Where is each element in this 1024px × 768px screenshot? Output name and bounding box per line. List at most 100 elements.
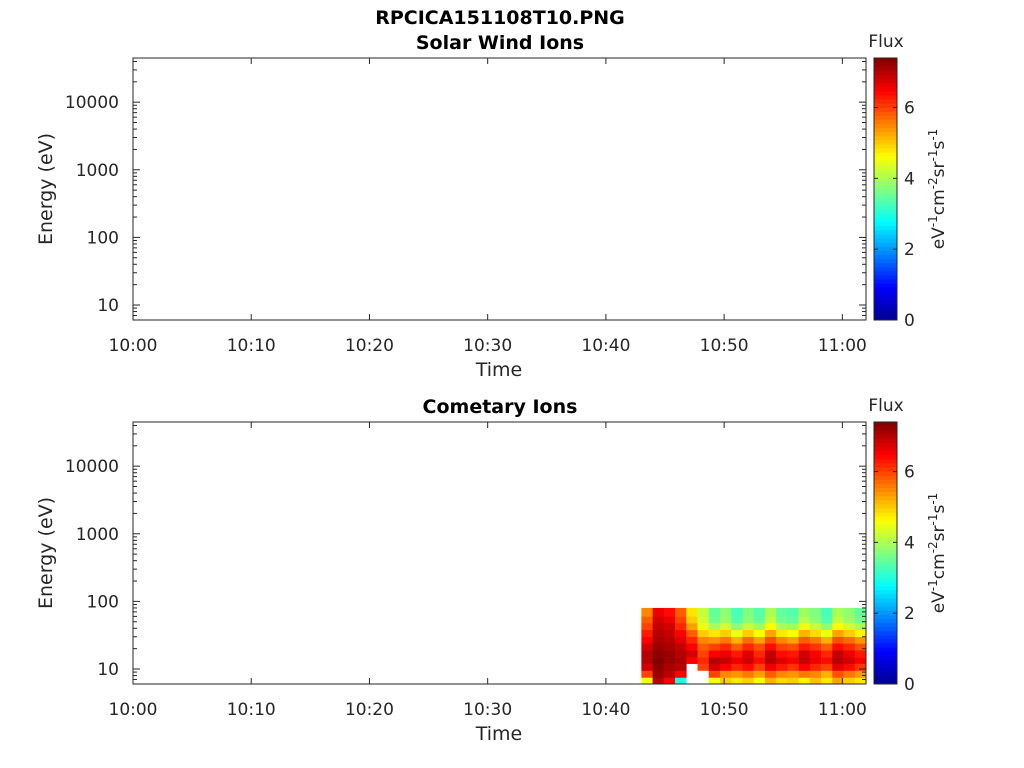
heatmap-cell (708, 643, 721, 651)
cometary-panel: Cometary Ions Energy (eV) Time Flux eV-1… (35, 396, 949, 745)
heatmap-cell (652, 622, 665, 631)
heatmap-cell (776, 670, 788, 678)
colorbar-swatch (874, 634, 897, 640)
heatmap-cell (686, 607, 698, 617)
heatmap-cell (641, 607, 653, 617)
heatmap-cell (787, 622, 799, 631)
heatmap-cell (764, 629, 777, 638)
heatmap-cell (708, 670, 721, 678)
heatmap-cell (809, 607, 822, 617)
colorbar-swatch (874, 483, 897, 488)
heatmap-cell (719, 607, 732, 617)
heatmap-cell (832, 657, 844, 664)
colorbar-swatch (874, 475, 897, 480)
colorbar-swatch (874, 434, 897, 439)
heatmap-cell (854, 650, 867, 658)
colorbar-swatch (874, 614, 897, 619)
heatmap-cell (843, 677, 856, 685)
y-tick-label: 1000 (76, 525, 119, 545)
heatmap-cell (675, 636, 687, 644)
heatmap-cell (742, 629, 754, 638)
colorbar-swatch (874, 593, 897, 599)
colorbar-swatch (874, 643, 897, 648)
heatmap-cell (787, 629, 799, 638)
heatmap-cell (798, 677, 811, 685)
heatmap-cell (776, 636, 788, 644)
heatmap-cell (832, 643, 844, 651)
heatmap-cell (843, 670, 856, 678)
heatmap-cell (843, 663, 856, 671)
heatmap-cell (719, 622, 732, 631)
heatmap-cell (764, 636, 777, 644)
colorbar-swatch (874, 98, 897, 104)
heatmap-cell (652, 650, 665, 658)
heatmap-cell (719, 636, 732, 644)
colorbar-tick-label: 2 (904, 604, 915, 624)
colorbar-swatch (874, 618, 897, 624)
heatmap-cell (719, 677, 732, 685)
colorbar-swatch (874, 86, 897, 92)
colorbar-swatch (874, 148, 897, 153)
heatmap-cell (753, 643, 766, 651)
colorbar-swatch (874, 168, 897, 174)
colorbar-swatch (874, 234, 897, 239)
heatmap-cell (753, 607, 766, 617)
solar-wind-ylabel: Energy (eV) (35, 133, 57, 245)
colorbar-swatch (874, 287, 897, 292)
x-tick-label: 10:00 (109, 700, 158, 720)
colorbar-swatch (874, 66, 897, 71)
colorbar-swatch (874, 585, 897, 591)
colorbar-swatch (874, 499, 897, 505)
colorbar-swatch (874, 442, 897, 448)
heatmap-cell (731, 636, 743, 644)
colorbar-frame (873, 57, 898, 321)
heatmap-cell (753, 636, 766, 644)
heatmap-cell (731, 677, 743, 685)
colorbar-tick-label: 4 (904, 533, 915, 553)
colorbar-swatch (874, 119, 897, 124)
colorbar-swatch (874, 507, 897, 513)
heatmap-cell (776, 622, 788, 631)
colorbar-swatch (874, 229, 897, 235)
heatmap-cell (742, 657, 754, 664)
heatmap-cell (854, 657, 867, 664)
heatmap-cell (854, 677, 867, 685)
heatmap-cell (731, 643, 743, 651)
colorbar-swatch (874, 127, 897, 133)
heatmap-cell (742, 607, 754, 617)
cometary-xlabel: Time (475, 723, 523, 745)
colorbar-swatch (874, 647, 897, 652)
heatmap-cell (697, 663, 710, 671)
colorbar-tick-label: 2 (904, 240, 915, 260)
heatmap-cell (697, 650, 710, 658)
heatmap-cell (832, 650, 844, 658)
colorbar-swatch (874, 565, 897, 570)
heatmap-cell (787, 636, 799, 644)
heatmap-cell (776, 650, 788, 658)
y-tick-label: 10000 (65, 457, 119, 477)
heatmap-cell (753, 657, 766, 664)
heatmap-cell (697, 616, 710, 624)
colorbar-swatch (874, 462, 897, 468)
heatmap-cell (697, 636, 710, 644)
heatmap-cell (686, 629, 698, 638)
colorbar-swatch (874, 221, 897, 227)
heatmap-cell (719, 657, 732, 664)
heatmap-cell (697, 629, 710, 638)
colorbar-swatch (874, 430, 897, 435)
heatmap-cell (809, 636, 822, 644)
colorbar-swatch (874, 94, 897, 100)
heatmap-cell (652, 607, 665, 617)
heatmap-cell (764, 677, 777, 685)
heatmap-cell (641, 616, 653, 624)
colorbar-swatch (874, 426, 897, 431)
heatmap-cell (776, 643, 788, 651)
cometary-colorbar-title: Flux (868, 396, 903, 416)
heatmap-cell (652, 616, 665, 624)
heatmap-cell (731, 650, 743, 658)
heatmap-cell (809, 629, 822, 638)
heatmap-cell (843, 636, 856, 644)
heatmap-cell (798, 629, 811, 638)
heatmap-cell (764, 663, 777, 671)
heatmap-cell (675, 616, 687, 624)
